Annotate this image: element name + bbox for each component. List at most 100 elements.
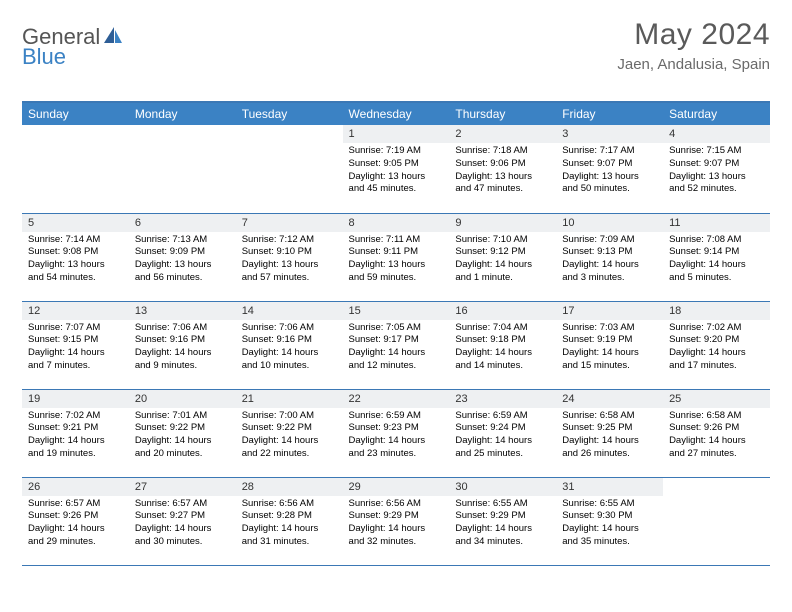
calendar-cell: 25Sunrise: 6:58 AMSunset: 9:26 PMDayligh… bbox=[663, 389, 770, 477]
day-header: Wednesday bbox=[343, 102, 450, 125]
calendar-cell: 29Sunrise: 6:56 AMSunset: 9:29 PMDayligh… bbox=[343, 477, 450, 565]
day-number: 22 bbox=[343, 390, 450, 408]
calendar-cell: 7Sunrise: 7:12 AMSunset: 9:10 PMDaylight… bbox=[236, 213, 343, 301]
day-details: Sunrise: 7:09 AMSunset: 9:13 PMDaylight:… bbox=[556, 232, 663, 289]
calendar-week-row: 5Sunrise: 7:14 AMSunset: 9:08 PMDaylight… bbox=[22, 213, 770, 301]
day-details: Sunrise: 6:55 AMSunset: 9:30 PMDaylight:… bbox=[556, 496, 663, 553]
day-number: 31 bbox=[556, 478, 663, 496]
calendar-cell: 31Sunrise: 6:55 AMSunset: 9:30 PMDayligh… bbox=[556, 477, 663, 565]
calendar-cell: 6Sunrise: 7:13 AMSunset: 9:09 PMDaylight… bbox=[129, 213, 236, 301]
day-details: Sunrise: 7:15 AMSunset: 9:07 PMDaylight:… bbox=[663, 143, 770, 200]
calendar-cell: 11Sunrise: 7:08 AMSunset: 9:14 PMDayligh… bbox=[663, 213, 770, 301]
header: General May 2024 Jaen, Andalusia, Spain bbox=[22, 18, 770, 73]
day-header: Tuesday bbox=[236, 102, 343, 125]
day-number: 20 bbox=[129, 390, 236, 408]
day-details: Sunrise: 7:05 AMSunset: 9:17 PMDaylight:… bbox=[343, 320, 450, 377]
day-number: 7 bbox=[236, 214, 343, 232]
day-details: Sunrise: 7:07 AMSunset: 9:15 PMDaylight:… bbox=[22, 320, 129, 377]
day-number: 8 bbox=[343, 214, 450, 232]
day-number: 30 bbox=[449, 478, 556, 496]
page-title: May 2024 bbox=[617, 18, 770, 52]
day-number: 2 bbox=[449, 125, 556, 143]
day-number: 16 bbox=[449, 302, 556, 320]
calendar-cell: 18Sunrise: 7:02 AMSunset: 9:20 PMDayligh… bbox=[663, 301, 770, 389]
day-number: 4 bbox=[663, 125, 770, 143]
day-number: 14 bbox=[236, 302, 343, 320]
day-number: 9 bbox=[449, 214, 556, 232]
day-details: Sunrise: 7:02 AMSunset: 9:21 PMDaylight:… bbox=[22, 408, 129, 465]
calendar-cell: 30Sunrise: 6:55 AMSunset: 9:29 PMDayligh… bbox=[449, 477, 556, 565]
day-number: 23 bbox=[449, 390, 556, 408]
day-details: Sunrise: 7:10 AMSunset: 9:12 PMDaylight:… bbox=[449, 232, 556, 289]
day-details: Sunrise: 6:57 AMSunset: 9:27 PMDaylight:… bbox=[129, 496, 236, 553]
logo-blue-wrap: Blue bbox=[24, 44, 66, 70]
day-header: Thursday bbox=[449, 102, 556, 125]
day-details: Sunrise: 7:01 AMSunset: 9:22 PMDaylight:… bbox=[129, 408, 236, 465]
day-number: 5 bbox=[22, 214, 129, 232]
calendar-cell: 4Sunrise: 7:15 AMSunset: 9:07 PMDaylight… bbox=[663, 125, 770, 213]
calendar-cell: 1Sunrise: 7:19 AMSunset: 9:05 PMDaylight… bbox=[343, 125, 450, 213]
day-number: 12 bbox=[22, 302, 129, 320]
page: General May 2024 Jaen, Andalusia, Spain … bbox=[0, 0, 792, 566]
day-number: 25 bbox=[663, 390, 770, 408]
sail-icon bbox=[102, 25, 124, 50]
calendar-week-row: ...1Sunrise: 7:19 AMSunset: 9:05 PMDayli… bbox=[22, 125, 770, 213]
day-details: Sunrise: 7:00 AMSunset: 9:22 PMDaylight:… bbox=[236, 408, 343, 465]
day-number: 24 bbox=[556, 390, 663, 408]
day-number: 10 bbox=[556, 214, 663, 232]
calendar-week-row: 26Sunrise: 6:57 AMSunset: 9:26 PMDayligh… bbox=[22, 477, 770, 565]
calendar-cell: 15Sunrise: 7:05 AMSunset: 9:17 PMDayligh… bbox=[343, 301, 450, 389]
day-details: Sunrise: 7:17 AMSunset: 9:07 PMDaylight:… bbox=[556, 143, 663, 200]
day-details: Sunrise: 7:12 AMSunset: 9:10 PMDaylight:… bbox=[236, 232, 343, 289]
day-details: Sunrise: 7:06 AMSunset: 9:16 PMDaylight:… bbox=[236, 320, 343, 377]
day-details: Sunrise: 7:03 AMSunset: 9:19 PMDaylight:… bbox=[556, 320, 663, 377]
calendar-cell: 12Sunrise: 7:07 AMSunset: 9:15 PMDayligh… bbox=[22, 301, 129, 389]
calendar-cell: 13Sunrise: 7:06 AMSunset: 9:16 PMDayligh… bbox=[129, 301, 236, 389]
calendar-cell: 20Sunrise: 7:01 AMSunset: 9:22 PMDayligh… bbox=[129, 389, 236, 477]
day-details: Sunrise: 7:02 AMSunset: 9:20 PMDaylight:… bbox=[663, 320, 770, 377]
calendar-cell: 16Sunrise: 7:04 AMSunset: 9:18 PMDayligh… bbox=[449, 301, 556, 389]
day-details: Sunrise: 6:56 AMSunset: 9:29 PMDaylight:… bbox=[343, 496, 450, 553]
location-label: Jaen, Andalusia, Spain bbox=[617, 56, 770, 73]
calendar-cell: 24Sunrise: 6:58 AMSunset: 9:25 PMDayligh… bbox=[556, 389, 663, 477]
calendar-week-row: 12Sunrise: 7:07 AMSunset: 9:15 PMDayligh… bbox=[22, 301, 770, 389]
day-number: 6 bbox=[129, 214, 236, 232]
day-number: 1 bbox=[343, 125, 450, 143]
day-details: Sunrise: 6:58 AMSunset: 9:25 PMDaylight:… bbox=[556, 408, 663, 465]
calendar-cell: 27Sunrise: 6:57 AMSunset: 9:27 PMDayligh… bbox=[129, 477, 236, 565]
day-details: Sunrise: 6:59 AMSunset: 9:23 PMDaylight:… bbox=[343, 408, 450, 465]
day-details: Sunrise: 7:08 AMSunset: 9:14 PMDaylight:… bbox=[663, 232, 770, 289]
day-header: Saturday bbox=[663, 102, 770, 125]
calendar-cell: . bbox=[663, 477, 770, 565]
day-number: 27 bbox=[129, 478, 236, 496]
calendar-cell: 22Sunrise: 6:59 AMSunset: 9:23 PMDayligh… bbox=[343, 389, 450, 477]
calendar-cell: 21Sunrise: 7:00 AMSunset: 9:22 PMDayligh… bbox=[236, 389, 343, 477]
day-details: Sunrise: 7:19 AMSunset: 9:05 PMDaylight:… bbox=[343, 143, 450, 200]
day-details: Sunrise: 6:55 AMSunset: 9:29 PMDaylight:… bbox=[449, 496, 556, 553]
day-details: Sunrise: 7:14 AMSunset: 9:08 PMDaylight:… bbox=[22, 232, 129, 289]
calendar-cell: 26Sunrise: 6:57 AMSunset: 9:26 PMDayligh… bbox=[22, 477, 129, 565]
day-details: Sunrise: 7:11 AMSunset: 9:11 PMDaylight:… bbox=[343, 232, 450, 289]
calendar-cell: . bbox=[129, 125, 236, 213]
day-header: Friday bbox=[556, 102, 663, 125]
day-details: Sunrise: 7:06 AMSunset: 9:16 PMDaylight:… bbox=[129, 320, 236, 377]
calendar-week-row: 19Sunrise: 7:02 AMSunset: 9:21 PMDayligh… bbox=[22, 389, 770, 477]
day-number: 28 bbox=[236, 478, 343, 496]
calendar-cell: 28Sunrise: 6:56 AMSunset: 9:28 PMDayligh… bbox=[236, 477, 343, 565]
day-details: Sunrise: 6:57 AMSunset: 9:26 PMDaylight:… bbox=[22, 496, 129, 553]
day-details: Sunrise: 7:13 AMSunset: 9:09 PMDaylight:… bbox=[129, 232, 236, 289]
calendar-cell: 19Sunrise: 7:02 AMSunset: 9:21 PMDayligh… bbox=[22, 389, 129, 477]
calendar-cell: 8Sunrise: 7:11 AMSunset: 9:11 PMDaylight… bbox=[343, 213, 450, 301]
day-number: 3 bbox=[556, 125, 663, 143]
day-number: 19 bbox=[22, 390, 129, 408]
calendar-cell: 3Sunrise: 7:17 AMSunset: 9:07 PMDaylight… bbox=[556, 125, 663, 213]
calendar-cell: 9Sunrise: 7:10 AMSunset: 9:12 PMDaylight… bbox=[449, 213, 556, 301]
day-number: 26 bbox=[22, 478, 129, 496]
calendar-cell: . bbox=[236, 125, 343, 213]
calendar-cell: 10Sunrise: 7:09 AMSunset: 9:13 PMDayligh… bbox=[556, 213, 663, 301]
logo-text-blue: Blue bbox=[22, 44, 66, 69]
calendar-cell: 17Sunrise: 7:03 AMSunset: 9:19 PMDayligh… bbox=[556, 301, 663, 389]
day-details: Sunrise: 6:56 AMSunset: 9:28 PMDaylight:… bbox=[236, 496, 343, 553]
header-right: May 2024 Jaen, Andalusia, Spain bbox=[617, 18, 770, 73]
calendar-table: SundayMondayTuesdayWednesdayThursdayFrid… bbox=[22, 101, 770, 566]
